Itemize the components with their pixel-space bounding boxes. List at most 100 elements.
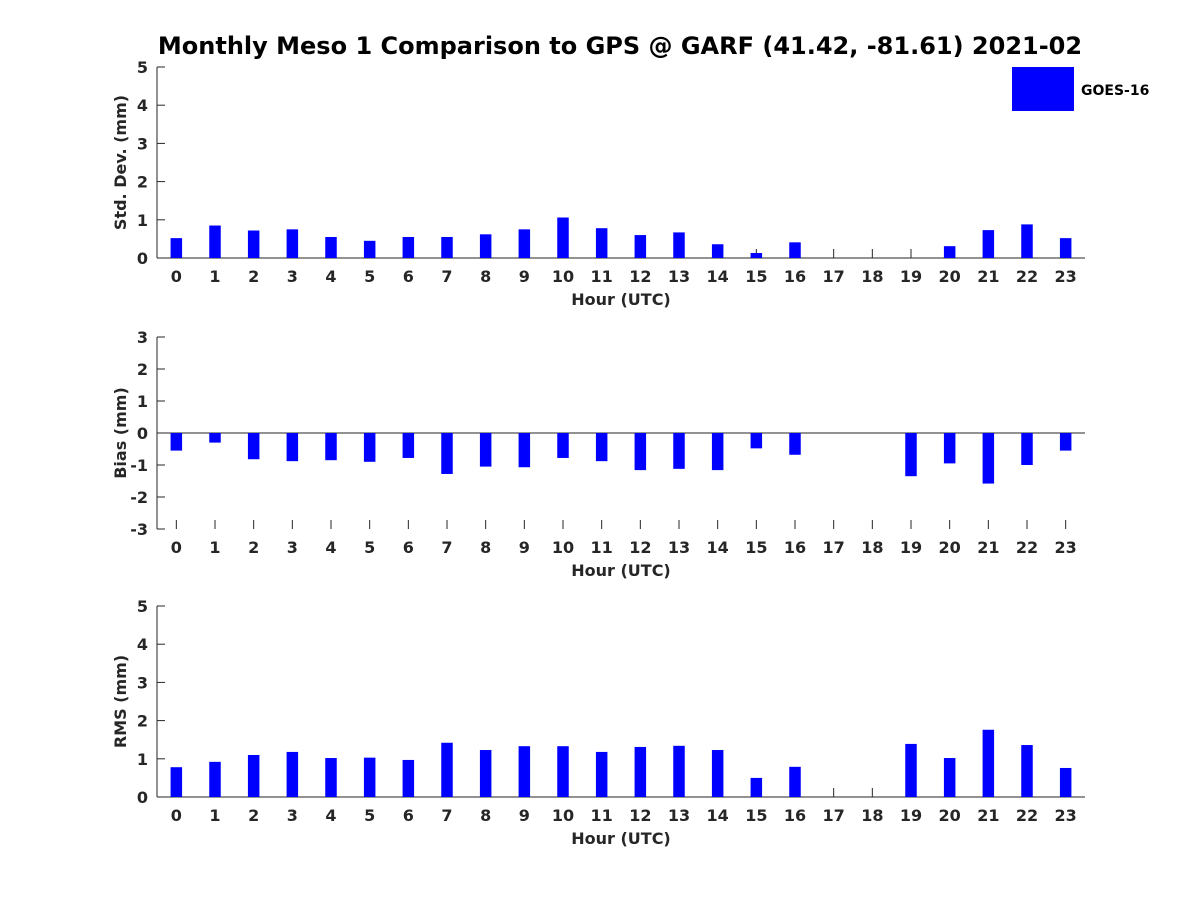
bar-hour-15 bbox=[750, 777, 763, 797]
x-tick-label: 5 bbox=[364, 806, 375, 825]
y-axis-label: RMS (mm) bbox=[111, 655, 130, 748]
legend-label: GOES-16 bbox=[1081, 83, 1149, 99]
x-tick-label: 23 bbox=[1055, 538, 1077, 557]
bar-hour-11 bbox=[595, 433, 608, 462]
bar-hour-8 bbox=[479, 433, 492, 467]
x-tick-label: 3 bbox=[287, 538, 298, 557]
bar-hour-19 bbox=[905, 433, 917, 477]
y-axis-label: Bias (mm) bbox=[111, 387, 130, 479]
x-tick-label: 23 bbox=[1055, 267, 1077, 286]
bar-hour-0 bbox=[170, 767, 183, 797]
bar-hour-14 bbox=[711, 433, 724, 471]
bar-hour-16 bbox=[789, 242, 801, 258]
x-tick-label: 18 bbox=[861, 267, 883, 286]
bar-hour-21 bbox=[982, 433, 995, 484]
bar-hour-16 bbox=[789, 433, 801, 455]
x-tick-label: 6 bbox=[403, 538, 414, 557]
bar-hour-0 bbox=[170, 433, 183, 451]
y-tick-label: 4 bbox=[137, 96, 148, 115]
y-tick-label: 5 bbox=[137, 58, 148, 77]
x-tick-label: 21 bbox=[977, 538, 999, 557]
bar-hour-6 bbox=[402, 759, 415, 797]
x-tick-label: 11 bbox=[591, 267, 613, 286]
bar-hour-12 bbox=[634, 433, 647, 471]
x-tick-label: 19 bbox=[900, 806, 922, 825]
bar-hour-22 bbox=[1021, 745, 1033, 797]
bar-hour-6 bbox=[402, 236, 415, 258]
x-tick-label: 22 bbox=[1016, 806, 1038, 825]
x-tick-label: 19 bbox=[900, 538, 922, 557]
x-tick-label: 21 bbox=[977, 267, 999, 286]
x-tick-label: 11 bbox=[591, 806, 613, 825]
bar-hour-5 bbox=[363, 433, 376, 462]
x-tick-label: 4 bbox=[325, 806, 336, 825]
x-tick-label: 3 bbox=[287, 267, 298, 286]
x-tick-label: 15 bbox=[745, 267, 767, 286]
x-tick-label: 10 bbox=[552, 267, 574, 286]
bar-hour-9 bbox=[518, 229, 531, 258]
x-tick-label: 8 bbox=[480, 806, 491, 825]
x-tick-label: 13 bbox=[668, 538, 690, 557]
x-tick-label: 13 bbox=[668, 267, 690, 286]
x-tick-label: 3 bbox=[287, 806, 298, 825]
x-tick-label: 2 bbox=[248, 538, 259, 557]
x-tick-label: 20 bbox=[939, 267, 961, 286]
bar-hour-20 bbox=[943, 246, 956, 258]
bar-hour-4 bbox=[325, 433, 337, 461]
bar-hour-21 bbox=[982, 729, 995, 797]
bar-hour-1 bbox=[209, 433, 221, 443]
x-tick-label: 20 bbox=[939, 806, 961, 825]
x-tick-label: 14 bbox=[707, 538, 729, 557]
x-tick-label: 7 bbox=[441, 806, 452, 825]
x-tick-label: 9 bbox=[519, 806, 530, 825]
x-tick-label: 1 bbox=[209, 267, 220, 286]
bar-hour-4 bbox=[325, 758, 337, 797]
x-tick-label: 10 bbox=[552, 806, 574, 825]
bar-hour-3 bbox=[286, 433, 299, 462]
bar-hour-4 bbox=[325, 236, 337, 258]
x-tick-label: 20 bbox=[939, 538, 961, 557]
bar-hour-7 bbox=[441, 236, 453, 258]
y-tick-label: 1 bbox=[137, 211, 148, 230]
bar-hour-5 bbox=[363, 757, 376, 797]
bar-hour-8 bbox=[479, 750, 492, 797]
bar-hour-0 bbox=[170, 238, 183, 258]
x-tick-label: 18 bbox=[861, 538, 883, 557]
bar-hour-7 bbox=[441, 742, 453, 797]
y-tick-label: 3 bbox=[137, 673, 148, 692]
bar-hour-5 bbox=[363, 240, 376, 258]
y-tick-label: -3 bbox=[130, 520, 148, 539]
legend: GOES-16 bbox=[1012, 67, 1149, 111]
bar-hour-20 bbox=[943, 758, 956, 797]
bar-hour-10 bbox=[557, 433, 569, 458]
bar-hour-20 bbox=[943, 433, 956, 464]
x-tick-label: 7 bbox=[441, 267, 452, 286]
x-axis-label: Hour (UTC) bbox=[571, 829, 671, 848]
x-tick-label: 18 bbox=[861, 806, 883, 825]
x-tick-label: 2 bbox=[248, 267, 259, 286]
bar-hour-2 bbox=[247, 230, 260, 258]
x-tick-label: 19 bbox=[900, 267, 922, 286]
x-tick-label: 4 bbox=[325, 538, 336, 557]
x-tick-label: 1 bbox=[209, 538, 220, 557]
x-tick-label: 8 bbox=[480, 267, 491, 286]
bar-hour-16 bbox=[789, 766, 801, 797]
bar-hour-1 bbox=[209, 225, 221, 258]
x-tick-label: 16 bbox=[784, 806, 806, 825]
bar-hour-21 bbox=[982, 230, 995, 258]
x-tick-label: 17 bbox=[823, 806, 845, 825]
x-tick-label: 7 bbox=[441, 538, 452, 557]
y-tick-label: 1 bbox=[137, 392, 148, 411]
bar-hour-15 bbox=[750, 253, 763, 258]
y-tick-label: 3 bbox=[137, 328, 148, 347]
y-tick-label: -1 bbox=[130, 456, 148, 475]
x-tick-label: 23 bbox=[1055, 806, 1077, 825]
bar-hour-19 bbox=[905, 743, 917, 797]
y-tick-label: 3 bbox=[137, 134, 148, 153]
bar-hour-9 bbox=[518, 746, 531, 797]
y-tick-label: -2 bbox=[130, 488, 148, 507]
